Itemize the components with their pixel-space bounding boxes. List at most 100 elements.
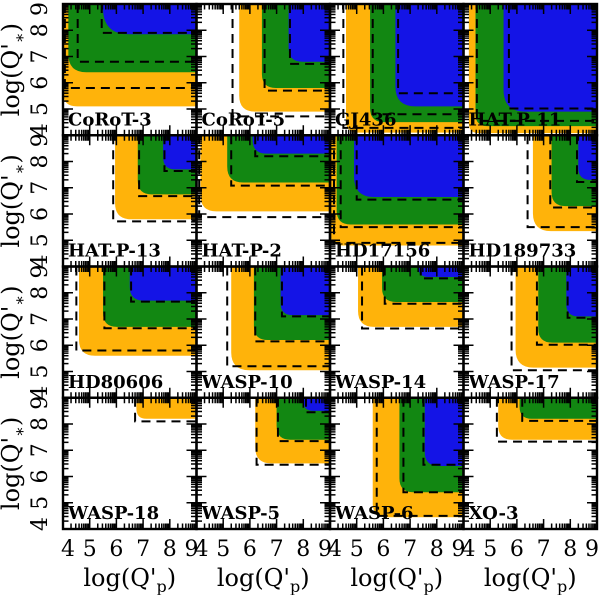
ticks-HD189733 xyxy=(463,135,597,267)
y-tick-label: 8 xyxy=(28,155,53,169)
confidence-contour-2-WASP-17 xyxy=(535,266,597,346)
x-tick-label: 8 xyxy=(163,537,177,562)
panel-label-HD17156: HD17156 xyxy=(335,241,430,262)
x-tick-label: 6 xyxy=(376,537,390,562)
panel-label-HD189733: HD189733 xyxy=(469,241,577,262)
y-axis-title-row3: log(Q'∗) xyxy=(0,285,29,378)
panel-label-HAT-P-2: HAT-P-2 xyxy=(202,241,282,262)
confidence-contour-3-HD80606 xyxy=(130,266,197,303)
y-tick-label: 6 xyxy=(28,207,53,221)
x-tick-label: 4 xyxy=(462,537,476,562)
confidence-contour-3-HD17156 xyxy=(355,135,464,201)
x-tick-label: 4 xyxy=(61,537,75,562)
confidence-contour-1-CoRoT-5 xyxy=(231,4,330,118)
confidence-contour-3-HAT-P-13 xyxy=(163,135,197,172)
x-tick-label: 5 xyxy=(350,537,364,562)
confidence-contour-3-WASP-6 xyxy=(422,397,464,466)
y-tick-label: 8 xyxy=(28,23,53,37)
confidence-contour-1-WASP-14 xyxy=(361,266,464,330)
y-tick-label: 7 xyxy=(28,443,53,457)
x-tick-label: 9 xyxy=(185,537,199,562)
panel-label-WASP-17: WASP-17 xyxy=(468,372,560,393)
x-tick-label: 8 xyxy=(430,537,444,562)
x-tick-label: 6 xyxy=(510,537,524,562)
confidence-contour-2-CoRoT-3 xyxy=(76,4,197,63)
region-blue-HD80606 xyxy=(129,266,197,301)
x-tick-label: 7 xyxy=(403,537,417,562)
confidence-contour-1-HAT-P-11 xyxy=(475,4,597,122)
region-blue-HAT-P-11 xyxy=(503,4,597,112)
confidence-contour-2-HD80606 xyxy=(103,266,197,330)
x-tick-label: 4 xyxy=(195,537,209,562)
x-axis-title-col3: log(Q'p) xyxy=(350,564,443,595)
region-green-XO-3 xyxy=(519,397,597,419)
x-axis-title-col2: log(Q'p) xyxy=(217,564,310,595)
y-tick-label: 9 xyxy=(28,133,53,147)
confidence-contour-3-WASP-17 xyxy=(566,266,597,319)
confidence-contour-2-HAT-P-11 xyxy=(507,4,597,110)
y-tick-label: 6 xyxy=(28,76,53,90)
x-tick-label: 5 xyxy=(483,537,497,562)
region-blue-HAT-P-2 xyxy=(252,135,330,154)
x-tick-label: 5 xyxy=(216,537,230,562)
confidence-contour-1-WASP-10 xyxy=(226,266,330,368)
confidence-contour-2-XO-3 xyxy=(521,397,597,422)
y-tick-label: 7 xyxy=(28,312,53,326)
x-tick-label: 9 xyxy=(452,537,466,562)
confidence-contour-2-WASP-5 xyxy=(276,397,330,443)
confidence-contour-1-HAT-P-13 xyxy=(112,135,197,223)
x-tick-label: 7 xyxy=(537,537,551,562)
y-tick-label: 6 xyxy=(28,338,53,352)
x-tick-label: 8 xyxy=(296,537,310,562)
confidence-contour-1-WASP-17 xyxy=(510,266,597,372)
y-axis-title-row1: log(Q'∗) xyxy=(0,23,29,116)
confidence-contour-1-HD189733 xyxy=(526,135,597,229)
confidence-contour-3-HAT-P-2 xyxy=(254,135,330,158)
confidence-contour-3-WASP-10 xyxy=(280,266,330,318)
confidence-contour-1-GJ436 xyxy=(342,4,464,129)
panel-label-HAT-P-11: HAT-P-11 xyxy=(469,109,562,130)
panel-label-WASP-5: WASP-5 xyxy=(201,503,281,524)
y-tick-label: 5 xyxy=(28,102,53,116)
y-tick-label: 7 xyxy=(28,181,53,195)
region-blue-WASP-17 xyxy=(566,266,597,317)
y-tick-label: 9 xyxy=(28,396,53,410)
region-blue-CoRoT-3 xyxy=(103,4,197,35)
region-blue-CoRoT-5 xyxy=(288,4,330,62)
region-blue-GJ436 xyxy=(395,4,464,107)
x-tick-label: 5 xyxy=(83,537,97,562)
y-tick-label: 4 xyxy=(28,123,53,137)
confidence-contour-2-WASP-14 xyxy=(383,266,464,305)
confidence-contour-1-WASP-5 xyxy=(255,397,330,466)
confidence-contour-2-WASP-6 xyxy=(402,397,464,494)
confidence-contour-2-GJ436 xyxy=(371,4,464,116)
panel-label-HAT-P-13: HAT-P-13 xyxy=(68,241,161,262)
confidence-contour-2-HAT-P-13 xyxy=(138,135,197,198)
x-tick-label: 7 xyxy=(136,537,150,562)
y-tick-label: 7 xyxy=(28,50,53,64)
confidence-contour-2-HD17156 xyxy=(339,135,464,229)
x-tick-label: 6 xyxy=(243,537,257,562)
x-tick-label: 9 xyxy=(585,537,599,562)
x-tick-label: 7 xyxy=(270,537,284,562)
panel-frame-XO-3 xyxy=(462,396,599,531)
panel-label-CoRoT-3: CoRoT-3 xyxy=(68,109,152,130)
y-tick-label: 8 xyxy=(28,286,53,300)
x-axis-title-col4: log(Q'p) xyxy=(484,564,577,595)
confidence-contour-2-HAT-P-2 xyxy=(230,135,330,187)
y-axis-title-row2: log(Q'∗) xyxy=(0,154,29,247)
y-tick-label: 4 xyxy=(28,386,53,400)
x-axis-title-col1: log(Q'p) xyxy=(83,564,176,595)
y-tick-label: 5 xyxy=(28,496,53,510)
confidence-contour-1-XO-3 xyxy=(495,397,597,443)
confidence-contour-1-WASP-18 xyxy=(134,397,197,423)
confidence-contour-3-WASP-5 xyxy=(304,397,330,414)
y-tick-label: 9 xyxy=(28,265,53,279)
confidence-contour-3-WASP-14 xyxy=(419,266,464,280)
y-tick-label: 5 xyxy=(28,233,53,247)
y-tick-label: 4 xyxy=(28,255,53,269)
x-tick-label: 4 xyxy=(328,537,342,562)
x-tick-label: 8 xyxy=(563,537,577,562)
